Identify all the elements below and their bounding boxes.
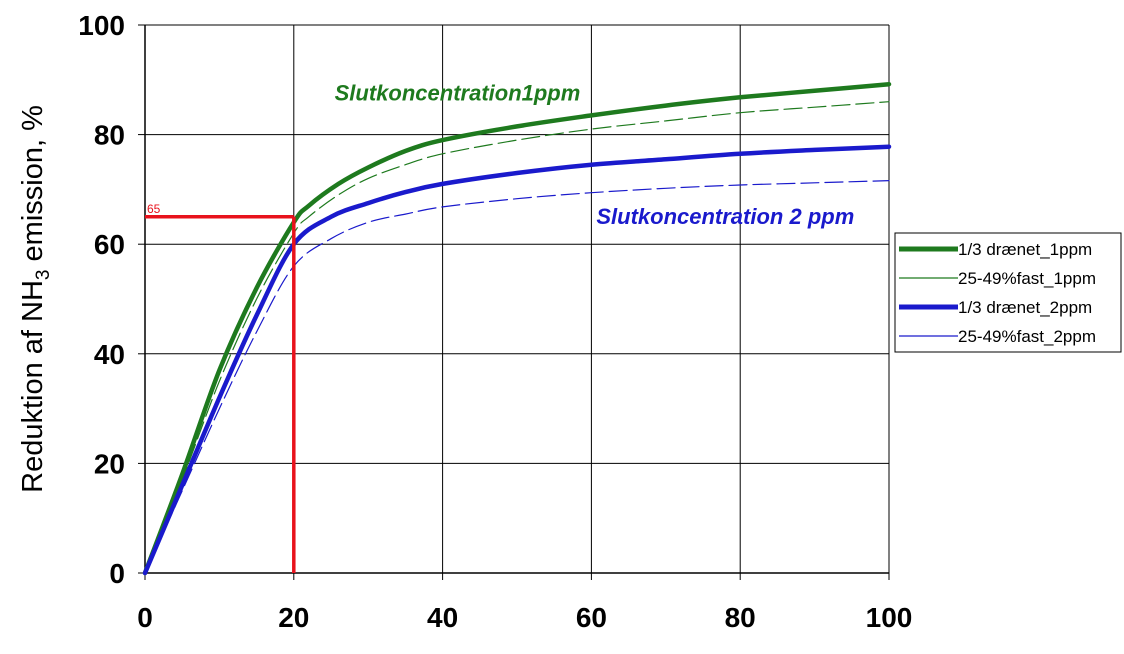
reference-value-label: 65 [147,202,161,216]
series-line-25-49-fast-1ppm [144,101,890,574]
annotation-1ppm: Slutkoncentration1ppm [335,81,581,106]
legend: 1/3 drænet_1ppm 25-49%fast_1ppm 1/3 drænet… [894,232,1122,353]
legend-item-1-3-draenet-2ppm-label: 1/3 drænet_2ppm [958,298,1092,317]
legend-item-1-3-draenet-1ppm-label: 1/3 drænet_1ppm [958,240,1092,259]
legend-item-25-49-fast-2ppm-label: 25-49%fast_2ppm [958,327,1096,346]
y-tick-label: 40 [94,339,125,370]
y-axis-label: Reduktion af NH3 emission, % [17,105,54,493]
y-axis-label-tail: emission, % [17,105,49,269]
x-tick-label: 40 [427,602,458,633]
reference-lines: 65 [145,202,296,573]
axes: 0 20 40 60 80 100 0 20 40 60 80 100 [78,10,912,633]
x-tick-label: 0 [137,602,153,633]
y-tick-label: 60 [94,229,125,260]
y-tick-label: 80 [94,120,125,151]
plot-background [145,25,889,573]
legend-box [894,232,1122,353]
annotation-2ppm: Slutkoncentration 2 ppm [596,204,854,229]
series-group [142,81,892,576]
x-tick-label: 100 [866,602,913,633]
x-tick-label: 20 [278,602,309,633]
series-line-25-49-fast-2ppm [144,180,890,574]
series-line-1-3-draenet-2ppm [142,144,892,576]
y-tick-label: 100 [78,10,125,41]
legend-item-25-49-fast-1ppm-label: 25-49%fast_1ppm [958,269,1096,288]
y-tick-label: 20 [94,448,125,479]
y-axis-label-main: Reduktion af NH [17,280,49,493]
annotations: Slutkoncentration1ppm Slutkoncentration 2… [335,81,855,229]
y-tick-label: 0 [109,558,125,589]
y-axis-label-subscript: 3 [33,270,54,281]
grid [144,24,890,574]
series-line-1-3-draenet-1ppm [142,81,892,576]
x-tick-label: 80 [725,602,756,633]
x-tick-label: 60 [576,602,607,633]
